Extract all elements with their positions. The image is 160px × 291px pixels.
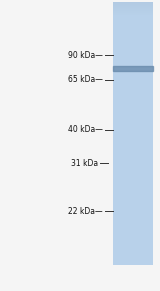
Text: 31 kDa: 31 kDa [71,159,98,168]
Bar [113,65,153,70]
Text: 22 kDa—: 22 kDa— [68,207,103,216]
Text: 40 kDa—: 40 kDa— [68,125,103,134]
Text: 90 kDa—: 90 kDa— [68,51,103,59]
Text: 65 kDa—: 65 kDa— [68,75,103,84]
